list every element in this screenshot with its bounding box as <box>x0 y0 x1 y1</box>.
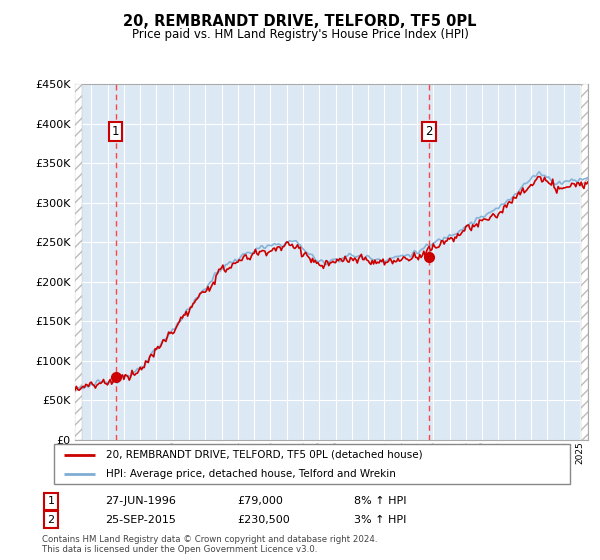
Text: HPI: Average price, detached house, Telford and Wrekin: HPI: Average price, detached house, Telf… <box>106 469 395 479</box>
Text: 3% ↑ HPI: 3% ↑ HPI <box>354 515 406 525</box>
Text: 25-SEP-2015: 25-SEP-2015 <box>105 515 176 525</box>
Text: 20, REMBRANDT DRIVE, TELFORD, TF5 0PL (detached house): 20, REMBRANDT DRIVE, TELFORD, TF5 0PL (d… <box>106 450 422 460</box>
Text: Price paid vs. HM Land Registry's House Price Index (HPI): Price paid vs. HM Land Registry's House … <box>131 28 469 41</box>
Text: £230,500: £230,500 <box>237 515 290 525</box>
Bar <box>581 84 588 440</box>
Text: 1: 1 <box>112 125 119 138</box>
Bar <box>75 84 82 440</box>
Text: 8% ↑ HPI: 8% ↑ HPI <box>354 496 407 506</box>
Text: 2: 2 <box>47 515 55 525</box>
Text: 27-JUN-1996: 27-JUN-1996 <box>105 496 176 506</box>
Text: 2: 2 <box>425 125 433 138</box>
Text: £79,000: £79,000 <box>237 496 283 506</box>
FancyBboxPatch shape <box>54 444 570 484</box>
Text: 20, REMBRANDT DRIVE, TELFORD, TF5 0PL: 20, REMBRANDT DRIVE, TELFORD, TF5 0PL <box>123 14 477 29</box>
Text: 1: 1 <box>47 496 55 506</box>
Text: Contains HM Land Registry data © Crown copyright and database right 2024.
This d: Contains HM Land Registry data © Crown c… <box>42 535 377 554</box>
